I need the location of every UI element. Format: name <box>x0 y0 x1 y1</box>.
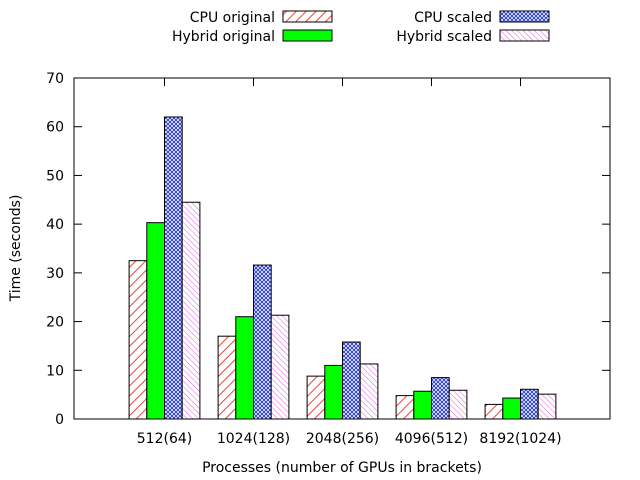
y-tick-label: 30 <box>46 266 64 282</box>
legend-label: Hybrid scaled <box>396 29 492 45</box>
legend-swatch-hybrid-scaled <box>499 29 550 42</box>
bars <box>128 116 557 420</box>
legend-swatch-cpu-original <box>282 10 333 23</box>
legend: CPU original Hybrid original CPU scaled Hyb… <box>172 10 550 45</box>
x-tick-label: 1024(128) <box>217 431 290 447</box>
bar-hybrid-original-3 <box>413 390 432 420</box>
bar-hybrid-scaled-3 <box>448 389 468 420</box>
y-tick-label: 0 <box>55 412 64 428</box>
bar-hybrid-scaled-4 <box>537 393 557 420</box>
y-tick-label: 50 <box>46 168 64 184</box>
bar-hybrid-original-2 <box>324 364 343 420</box>
bar-cpu-scaled-0 <box>164 116 183 420</box>
y-tick-label: 70 <box>46 71 64 87</box>
bar-hybrid-original-4 <box>502 397 521 420</box>
legend-label: CPU original <box>190 10 275 26</box>
bar-cpu-scaled-4 <box>520 388 539 420</box>
x-axis-title: Processes (number of GPUs in brackets) <box>202 460 482 476</box>
bar-cpu-original-3 <box>395 395 415 420</box>
bar-cpu-original-4 <box>484 403 504 420</box>
bar-hybrid-scaled-0 <box>181 201 201 420</box>
x-tick-label: 512(64) <box>137 431 192 447</box>
x-tick-label: 8192(1024) <box>479 431 561 447</box>
x-tick-label: 2048(256) <box>306 431 379 447</box>
bar-cpu-scaled-2 <box>342 341 361 420</box>
y-axis-ticks: 0 10 20 30 40 50 60 70 <box>46 71 610 428</box>
plot-frame <box>73 77 611 420</box>
bar-cpu-scaled-1 <box>253 264 272 420</box>
bar-hybrid-original-1 <box>235 316 255 420</box>
y-tick-label: 10 <box>46 363 64 379</box>
x-tick-label: 4096(512) <box>395 431 468 447</box>
bar-cpu-original-2 <box>306 375 326 420</box>
y-axis-title: Time (seconds) <box>8 195 24 303</box>
bar-cpu-scaled-3 <box>431 377 450 420</box>
bar-cpu-original-1 <box>217 335 237 420</box>
bar-hybrid-scaled-2 <box>359 363 379 420</box>
legend-label: Hybrid original <box>172 29 275 45</box>
x-axis-ticks: 512(64) 1024(128) 2048(256) 4096(512) 8192(1… <box>137 78 562 447</box>
y-tick-label: 20 <box>46 315 64 331</box>
y-tick-label: 40 <box>46 217 64 233</box>
legend-swatch-hybrid-original <box>282 29 333 42</box>
bar-cpu-original-0 <box>128 260 148 420</box>
bar-hybrid-original-0 <box>146 222 166 420</box>
bar-hybrid-scaled-1 <box>270 314 290 420</box>
legend-label: CPU scaled <box>414 10 492 26</box>
y-tick-label: 60 <box>46 120 64 136</box>
legend-swatch-cpu-scaled <box>499 10 550 23</box>
